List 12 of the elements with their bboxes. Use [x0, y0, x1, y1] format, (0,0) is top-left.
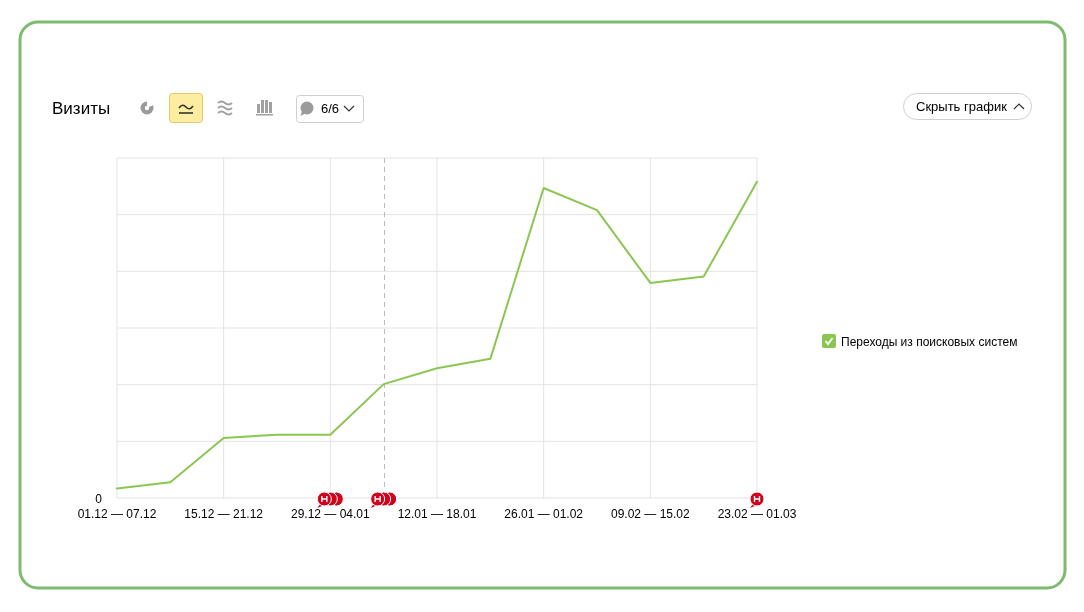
x-tick-label: 29.12 — 04.01 — [290, 507, 371, 521]
legend-label: Переходы из поисковых систем — [841, 334, 1018, 349]
text: 0 — [95, 492, 103, 506]
text: 6/6 — [321, 101, 340, 116]
x-tick-label: 26.01 — 01.02 — [504, 507, 584, 521]
x-tick-label: 23.02 — 01.03 — [717, 507, 797, 521]
x-tick-label: 01.12 — 07.12 — [77, 507, 157, 521]
text: Скрыть график — [916, 99, 1008, 114]
x-tick-label: 15.12 — 21.12 — [184, 507, 264, 521]
x-tick-label: 12.01 — 18.01 — [397, 507, 477, 521]
chart-title: Визиты — [52, 99, 111, 118]
x-tick-label: 09.02 — 15.02 — [610, 507, 691, 521]
